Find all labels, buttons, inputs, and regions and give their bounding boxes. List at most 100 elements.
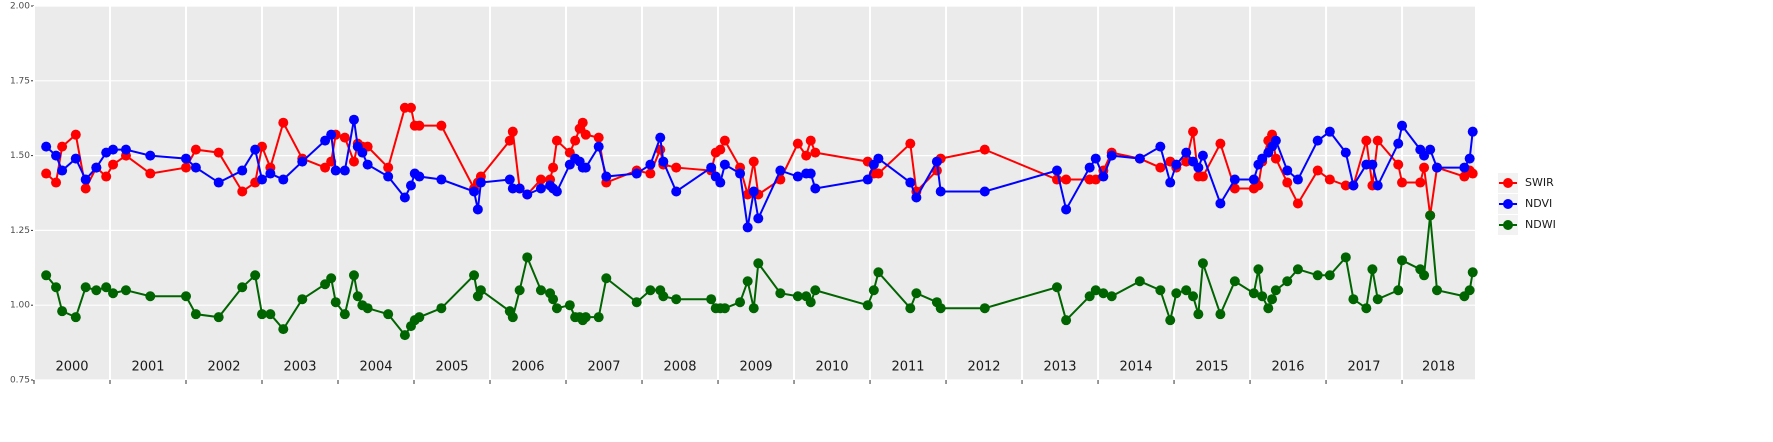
point [405,102,416,113]
point [1215,138,1226,149]
point [514,183,525,194]
point [1061,204,1072,215]
point [631,168,642,179]
point [1372,180,1383,191]
point [715,177,726,188]
point [181,291,192,302]
point [905,303,916,314]
point [810,183,821,194]
point [753,258,764,269]
point [1106,150,1117,161]
point [551,135,562,146]
point [1419,270,1430,281]
point [475,285,486,296]
point [330,165,341,176]
point [1061,315,1072,326]
point [719,135,730,146]
point [51,282,62,293]
point [792,138,803,149]
point [250,270,261,281]
point [383,171,394,182]
point [51,150,62,161]
year-label: 2006 [511,360,544,375]
point [1324,174,1335,185]
point [1361,135,1372,146]
point [504,174,515,185]
point [1090,153,1101,164]
point [570,135,581,146]
point [339,132,350,143]
point [671,186,682,197]
point [237,186,248,197]
point [507,126,518,137]
point [108,144,119,155]
point [213,147,224,158]
point [735,297,746,308]
point [504,135,515,146]
point [1324,270,1335,281]
point [70,153,81,164]
point [265,168,276,179]
point [326,273,337,284]
point [792,291,803,302]
point [405,180,416,191]
point [862,174,873,185]
point [1155,285,1166,296]
legend-point [1503,220,1513,230]
point [645,285,656,296]
point [339,165,350,176]
point [1467,126,1478,137]
point [339,309,350,320]
point [911,288,922,299]
point [706,162,717,173]
point [190,162,201,173]
point [348,156,359,167]
point [1393,138,1404,149]
point [326,129,337,140]
point [57,141,68,152]
point [742,276,753,287]
y-tick-label: 2.00 [10,2,30,12]
point [1090,285,1101,296]
point [181,162,192,173]
point [1324,126,1335,137]
point [1181,156,1192,167]
point [250,144,261,155]
point [278,174,289,185]
point [1415,177,1426,188]
point [1051,282,1062,293]
point [1312,270,1323,281]
point [1171,159,1182,170]
point [535,183,546,194]
point [658,291,669,302]
point [862,300,873,311]
point [414,171,425,182]
point [41,270,52,281]
point [514,285,525,296]
year-label: 2001 [131,360,164,375]
point [551,186,562,197]
point [507,312,518,323]
point [580,312,591,323]
y-tick-label: 1.00 [10,301,30,311]
year-label: 2017 [1347,360,1380,375]
point [51,177,62,188]
point [580,162,591,173]
point [1361,303,1372,314]
point [719,303,730,314]
point [1215,309,1226,320]
point [1397,177,1408,188]
point [399,192,410,203]
point [1267,294,1278,305]
point [1367,264,1378,275]
point [1464,285,1475,296]
point [1292,198,1303,209]
point [1372,135,1383,146]
point [348,114,359,125]
point [1459,162,1470,173]
point [1197,171,1208,182]
point [719,159,730,170]
point [1425,144,1436,155]
point [748,156,759,167]
